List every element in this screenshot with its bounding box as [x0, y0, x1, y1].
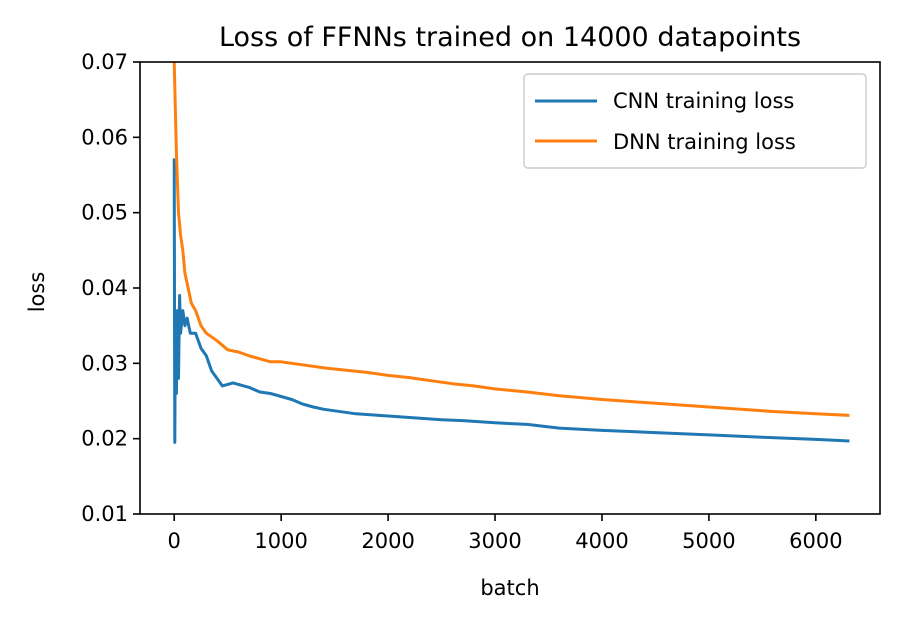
x-tick-label: 3000	[468, 529, 521, 553]
x-tick-label: 2000	[361, 529, 414, 553]
y-tick-label: 0.03	[81, 351, 128, 375]
legend-label-cnn: CNN training loss	[613, 89, 794, 113]
x-tick-label: 1000	[254, 529, 307, 553]
x-tick-label: 4000	[575, 529, 628, 553]
y-axis: 0.01 0.02 0.03 0.04 0.05 0.06 0.07	[81, 50, 140, 526]
y-tick-label: 0.05	[81, 201, 128, 225]
legend: CNN training loss DNN training loss	[523, 73, 867, 169]
x-axis: 0 1000 2000 3000 4000 5000 6000	[168, 514, 843, 553]
x-tick-label: 0	[168, 529, 181, 553]
legend-box	[523, 73, 867, 169]
legend-label-dnn: DNN training loss	[613, 130, 796, 154]
series-layer	[172, 62, 850, 444]
y-tick-label: 0.04	[81, 276, 128, 300]
y-tick-label: 0.02	[81, 427, 128, 451]
y-tick-label: 0.07	[81, 50, 128, 74]
x-tick-label: 5000	[682, 529, 735, 553]
series-line-cnn	[172, 158, 850, 444]
x-tick-label: 6000	[789, 529, 842, 553]
chart-title: Loss of FFNNs trained on 14000 datapoint…	[219, 22, 801, 53]
x-axis-label: batch	[480, 576, 539, 600]
y-axis-label: loss	[25, 272, 49, 313]
y-tick-label: 0.06	[81, 125, 128, 149]
y-tick-label: 0.01	[81, 502, 128, 526]
series-line-dnn	[172, 62, 850, 417]
